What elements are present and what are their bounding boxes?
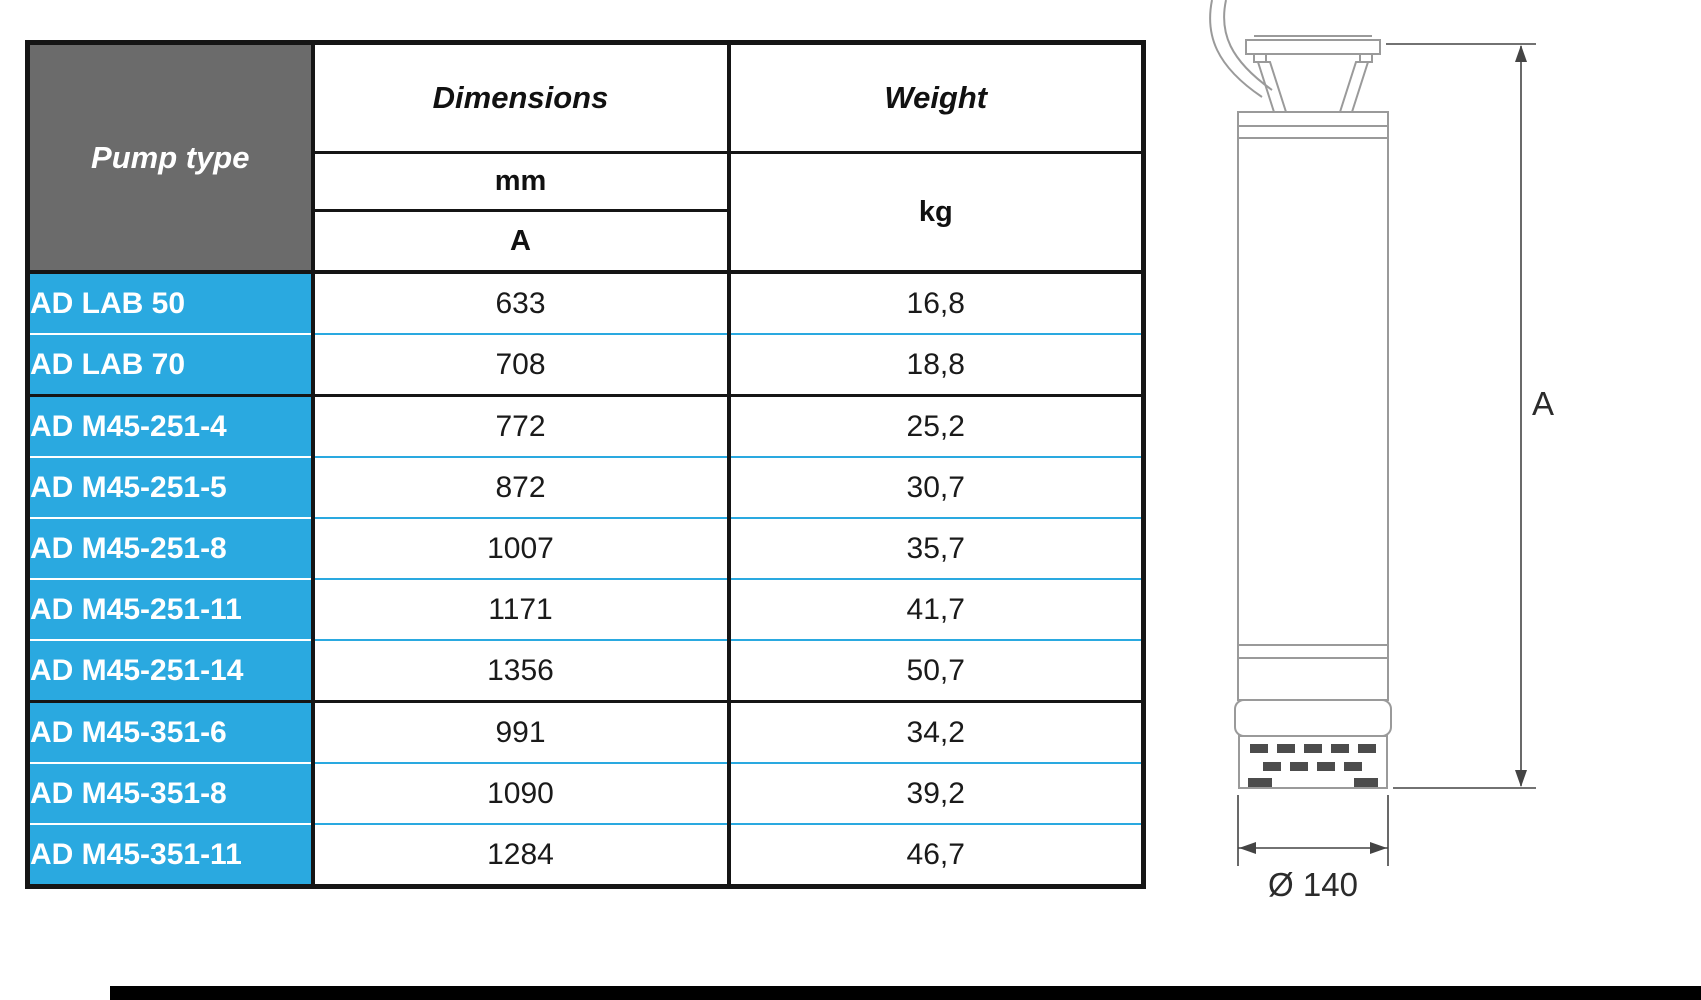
table-row: AD M45-251-4 772 25,2 [27, 395, 1144, 458]
pump-type-cell: AD LAB 70 [27, 334, 315, 397]
bottom-border-line [110, 986, 1701, 1000]
weight-cell: 16,8 [728, 272, 1144, 335]
pump-technical-drawing: A Ø 140 [1209, 0, 1554, 903]
dimension-a-cell: 1171 [312, 579, 731, 641]
pump-type-cell: AD M45-251-4 [27, 395, 315, 458]
weight-cell: 34,2 [728, 701, 1144, 764]
header-pump-type: Pump type [27, 42, 315, 274]
pump-type-cell: AD M45-351-8 [27, 763, 315, 825]
pump-table-body: AD LAB 50 633 16,8 AD LAB 70 708 18,8 AD… [27, 272, 1144, 887]
table-row: AD M45-351-11 1284 46,7 [27, 824, 1144, 887]
header-unit-mm: mm [312, 152, 731, 212]
table-row: AD M45-351-8 1090 39,2 [27, 763, 1144, 825]
dimension-a-cell: 1090 [312, 763, 731, 825]
height-dimension-label: A [1532, 385, 1554, 422]
weight-cell: 41,7 [728, 579, 1144, 641]
strainer-slots [1248, 744, 1378, 787]
dimension-a-cell: 708 [312, 334, 731, 397]
diameter-dimension-label: Ø 140 [1268, 866, 1358, 903]
dimension-a-cell: 872 [312, 457, 731, 519]
pump-type-cell: AD M45-251-5 [27, 457, 315, 519]
pump-type-cell: AD M45-351-11 [27, 824, 315, 887]
dimension-a-cell: 1007 [312, 518, 731, 580]
dimension-arrows [1239, 45, 1527, 854]
weight-cell: 35,7 [728, 518, 1144, 580]
dimension-lines [1237, 43, 1536, 866]
table-row: AD LAB 70 708 18,8 [27, 334, 1144, 397]
weight-cell: 25,2 [728, 395, 1144, 458]
dimension-a-cell: 633 [312, 272, 731, 335]
pump-type-cell: AD M45-251-11 [27, 579, 315, 641]
weight-cell: 30,7 [728, 457, 1144, 519]
header-weight: Weight [728, 42, 1144, 154]
dimension-a-cell: 991 [312, 701, 731, 764]
cable-line [1209, 0, 1263, 98]
pump-spec-table: Pump type Dimensions Weight mm kg A AD L… [25, 40, 1146, 889]
weight-cell: 46,7 [728, 824, 1144, 887]
dimension-a-cell: 1284 [312, 824, 731, 887]
pump-type-cell: AD M45-251-14 [27, 640, 315, 703]
table-row: AD LAB 50 633 16,8 [27, 272, 1144, 335]
header-dimensions: Dimensions [312, 42, 731, 154]
table-row: AD M45-251-11 1171 41,7 [27, 579, 1144, 641]
dimension-a-cell: 1356 [312, 640, 731, 703]
header-unit-kg: kg [728, 152, 1144, 274]
table-header: Pump type Dimensions Weight mm kg A [27, 42, 1144, 274]
table-row: AD M45-251-14 1356 50,7 [27, 640, 1144, 703]
weight-cell: 18,8 [728, 334, 1144, 397]
weight-cell: 50,7 [728, 640, 1144, 703]
pump-type-cell: AD LAB 50 [27, 272, 315, 335]
header-dim-a: A [312, 210, 731, 274]
cable-line [1223, 0, 1273, 91]
pump-type-cell: AD M45-351-6 [27, 701, 315, 764]
table-row: AD M45-251-5 872 30,7 [27, 457, 1144, 519]
table-row: AD M45-251-8 1007 35,7 [27, 518, 1144, 580]
pump-outline [1209, 0, 1392, 789]
table-row: AD M45-351-6 991 34,2 [27, 701, 1144, 764]
weight-cell: 39,2 [728, 763, 1144, 825]
dimension-a-cell: 772 [312, 395, 731, 458]
pump-type-cell: AD M45-251-8 [27, 518, 315, 580]
